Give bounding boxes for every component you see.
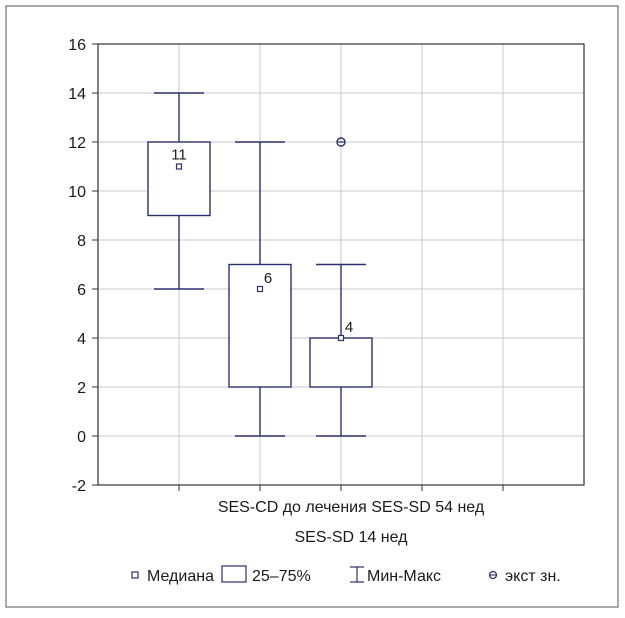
legend-item-median: Медиана xyxy=(131,568,214,585)
box-iqr xyxy=(309,337,373,388)
legend-median-symbol xyxy=(131,571,139,579)
y-tick-label: 6 xyxy=(77,282,86,299)
box-group: 11 xyxy=(147,92,211,290)
y-tick-label: 4 xyxy=(77,331,86,348)
legend-box-symbol xyxy=(221,565,247,583)
legend-item-whisker: Мин-Макс xyxy=(350,566,441,585)
y-tick-label: 14 xyxy=(68,86,86,103)
box-group: 4 xyxy=(309,137,373,437)
boxes: 11 6 4 xyxy=(147,92,373,437)
axes: -2 0 2 4 6 8 10 12 14 16 SES-CD до лечения SES-SD … xyxy=(68,37,504,546)
box-group: 6 xyxy=(228,141,292,437)
median-marker xyxy=(256,285,264,293)
legend: Медиана 25–75% Мин-Макс экст зн. xyxy=(131,565,561,585)
legend-label: 25–75% xyxy=(252,568,311,585)
box-iqr xyxy=(147,141,211,217)
median-label: 6 xyxy=(264,270,272,287)
legend-label: Мин-Макс xyxy=(367,568,441,585)
median-label: 11 xyxy=(171,147,187,164)
legend-item-outlier: экст зн. xyxy=(488,568,561,585)
y-tick-label: 2 xyxy=(77,380,86,397)
y-tick-label: 10 xyxy=(68,184,86,201)
box-iqr xyxy=(228,263,292,388)
y-tick-label: 12 xyxy=(68,135,86,152)
median-label: 4 xyxy=(345,319,353,336)
legend-item-box: 25–75% xyxy=(221,565,311,585)
x-tick-label: SES-CD до лечения SES-SD 54 нед xyxy=(218,499,485,516)
y-tick-label: 0 xyxy=(77,429,86,446)
legend-label: экст зн. xyxy=(505,568,561,585)
y-tick-label: 16 xyxy=(68,37,86,54)
legend-label: Медиана xyxy=(147,568,214,585)
figure-border xyxy=(5,5,619,608)
median-marker xyxy=(175,163,183,170)
y-tick-label: 8 xyxy=(77,233,86,250)
median-marker xyxy=(337,334,345,342)
x-tick-label: SES-SD 14 нед xyxy=(295,529,409,546)
y-tick-label: -2 xyxy=(72,478,86,495)
